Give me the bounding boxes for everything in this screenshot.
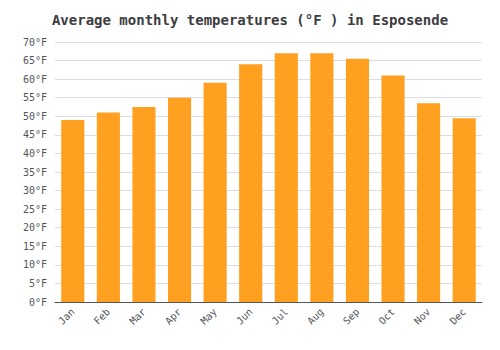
svg-text:Oct: Oct	[376, 306, 397, 327]
svg-text:Aug: Aug	[305, 306, 326, 327]
svg-text:50°F: 50°F	[23, 111, 47, 122]
svg-text:Sep: Sep	[341, 306, 362, 327]
svg-text:Jun: Jun	[234, 306, 255, 327]
svg-text:60°F: 60°F	[23, 74, 47, 85]
svg-text:30°F: 30°F	[23, 185, 47, 196]
svg-text:5°F: 5°F	[29, 278, 47, 289]
svg-text:May: May	[198, 306, 219, 327]
svg-text:Feb: Feb	[92, 306, 113, 327]
svg-text:65°F: 65°F	[23, 55, 47, 66]
svg-text:15°F: 15°F	[23, 241, 47, 252]
svg-text:25°F: 25°F	[23, 204, 47, 215]
svg-text:20°F: 20°F	[23, 222, 47, 233]
svg-text:Jul: Jul	[270, 306, 291, 327]
svg-text:0°F: 0°F	[29, 297, 47, 308]
svg-text:Dec: Dec	[448, 306, 469, 327]
svg-text:Nov: Nov	[412, 306, 433, 327]
svg-text:40°F: 40°F	[23, 148, 47, 159]
svg-text:Mar: Mar	[127, 306, 148, 327]
svg-text:55°F: 55°F	[23, 92, 47, 103]
svg-text:45°F: 45°F	[23, 129, 47, 140]
svg-text:Jan: Jan	[56, 306, 77, 327]
svg-text:70°F: 70°F	[23, 37, 47, 48]
svg-text:Apr: Apr	[163, 306, 184, 327]
svg-text:35°F: 35°F	[23, 167, 47, 178]
svg-text:Average monthly temperatures (: Average monthly temperatures (°F ) in Es…	[52, 12, 448, 28]
svg-text:10°F: 10°F	[23, 259, 47, 270]
